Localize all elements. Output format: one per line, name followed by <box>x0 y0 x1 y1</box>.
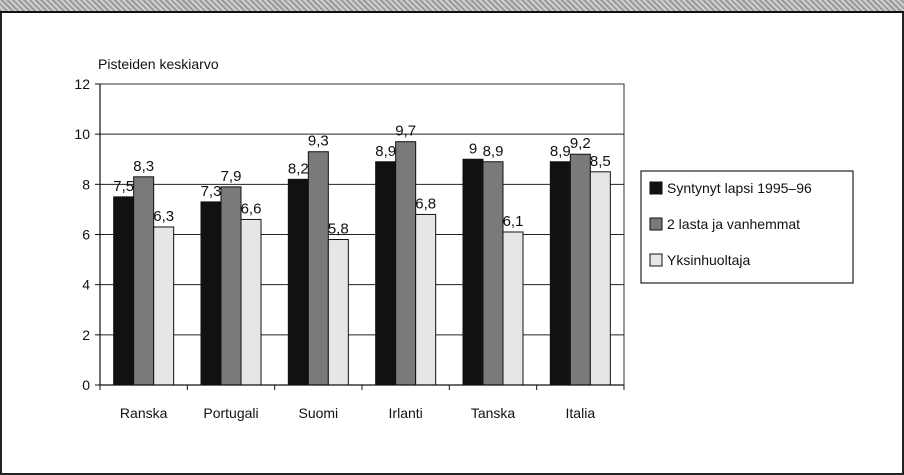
x-tick-label: Italia <box>566 405 596 421</box>
data-label: 8,2 <box>288 160 309 177</box>
data-label: 9,2 <box>570 135 591 152</box>
bar <box>153 226 175 386</box>
bar <box>502 231 524 386</box>
y-tick-label: 4 <box>82 277 90 293</box>
legend-label: Syntynyt lapsi 1995–96 <box>667 180 812 196</box>
header-band <box>0 0 904 13</box>
y-axis-title: Pisteiden keskiarvo <box>98 56 219 72</box>
x-ticks: Ranska Portugali Suomi Irlanti Tanska Italia <box>120 405 595 421</box>
bar <box>462 158 484 386</box>
bar <box>589 171 611 386</box>
y-tick-label: 0 <box>82 377 90 393</box>
bar <box>375 161 397 386</box>
x-tick-label: Irlanti <box>389 405 423 421</box>
y-tick-label: 8 <box>82 176 90 192</box>
data-label: 8,5 <box>590 153 611 170</box>
data-label: 8,9 <box>375 143 396 160</box>
data-label: 6,3 <box>153 208 174 225</box>
data-label: 8,3 <box>133 158 154 175</box>
bar <box>200 201 222 386</box>
legend-swatch <box>649 181 663 195</box>
x-tick-label: Ranska <box>120 405 168 421</box>
data-label: 7,9 <box>221 168 242 185</box>
axes <box>95 83 625 390</box>
y-tick-label: 10 <box>74 126 90 142</box>
data-label: 5,8 <box>328 221 349 238</box>
legend: Syntynyt lapsi 1995–96 2 lasta ja vanhemm… <box>640 170 854 284</box>
data-label: 7,3 <box>201 183 222 200</box>
bar <box>287 178 309 386</box>
bars-group <box>113 141 611 386</box>
legend-label: Yksinhuoltaja <box>667 252 750 268</box>
data-labels: 7,5 8,3 6,3 7,37,9 6,6 8,2 9,3 5,8 8,9 9,7 6,8 9 8,9… <box>113 123 611 238</box>
x-tick-label: Tanska <box>471 405 516 421</box>
legend-label: 2 lasta ja vanhemmat <box>667 216 800 232</box>
data-label: 6,6 <box>241 200 262 217</box>
y-tick-label: 12 <box>74 76 90 92</box>
legend-swatch <box>649 217 663 231</box>
bar <box>549 161 571 386</box>
data-label: 7,5 <box>113 178 134 195</box>
legend-swatch <box>649 253 663 267</box>
legend-box <box>640 170 854 284</box>
bar <box>395 141 417 386</box>
bar <box>113 196 135 386</box>
y-tick-label: 6 <box>82 227 90 243</box>
x-tick-label: Portugali <box>203 405 258 421</box>
bar <box>327 239 349 386</box>
bar <box>307 151 329 386</box>
bar <box>133 176 155 386</box>
data-label: 6,8 <box>415 195 436 212</box>
x-tick-label: Suomi <box>298 405 338 421</box>
bar <box>482 161 504 386</box>
bar <box>240 218 262 386</box>
bar <box>569 153 591 386</box>
y-ticks: 0 2 4 6 8 10 12 <box>74 76 90 393</box>
data-label: 6,1 <box>503 213 524 230</box>
data-label: 9 <box>469 140 477 157</box>
bar <box>415 213 437 386</box>
data-label: 9,3 <box>308 133 329 150</box>
bar <box>220 186 242 386</box>
y-tick-label: 2 <box>82 327 90 343</box>
gridlines <box>99 83 625 386</box>
data-label: 9,7 <box>395 123 416 140</box>
data-label: 8,9 <box>550 143 571 160</box>
data-label: 8,9 <box>483 143 504 160</box>
